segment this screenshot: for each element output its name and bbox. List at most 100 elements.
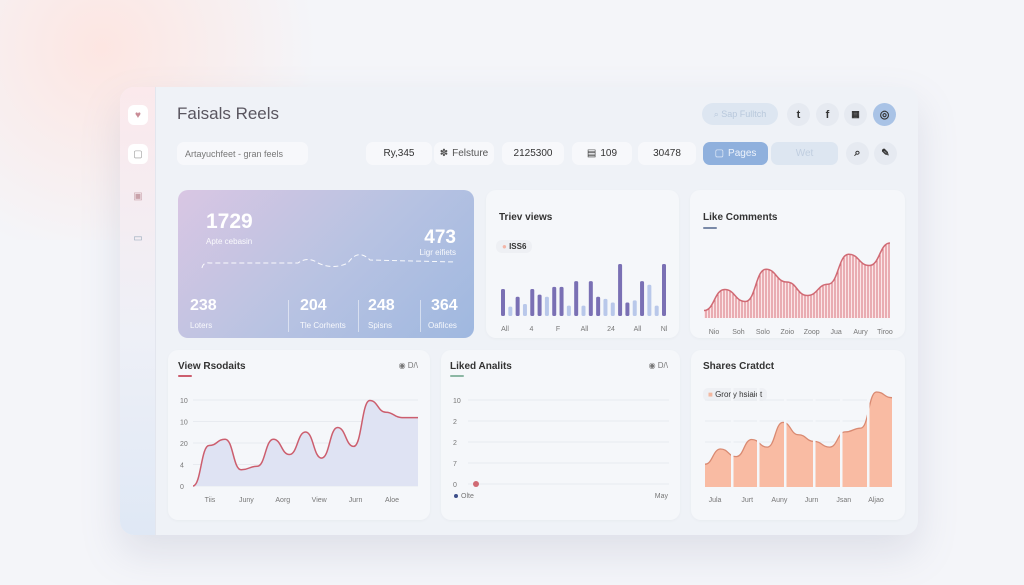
period-toggle[interactable]: ◉ D/\ (648, 361, 668, 370)
x-tick-label: May (655, 493, 669, 500)
period-label: D/\ (657, 361, 668, 370)
x-tick-label: Nl (661, 326, 668, 333)
legend-label: Olte (461, 493, 474, 500)
bar-gap (867, 380, 870, 488)
bar (515, 296, 520, 316)
bar (522, 304, 527, 316)
bar (501, 288, 505, 316)
summary-card: 1729 Apte cebasin 473 Ligr eifiets 238 L… (178, 190, 474, 338)
x-tick-label: Solo (756, 329, 770, 336)
area-fill (704, 243, 890, 318)
stat-value: 204 (300, 297, 327, 314)
bar (552, 286, 557, 316)
liked-analytics-chart: 10 2 2 7 0 Olte May (453, 398, 669, 500)
stat-value: 364 (431, 297, 458, 314)
period-label: D/\ (407, 361, 418, 370)
sidebar-chat-icon[interactable]: ▭ (133, 232, 143, 244)
bar (530, 288, 535, 316)
data-point (473, 481, 479, 487)
divider (420, 300, 421, 332)
bar (632, 300, 637, 316)
bar (654, 305, 659, 316)
y-tick-label: 0 (453, 482, 457, 489)
x-tick-label: F (556, 326, 560, 333)
y-tick-label: 10 (180, 420, 188, 427)
y-tick-label: 20 (180, 441, 188, 448)
x-tick-label: Zoop (804, 329, 820, 336)
wet-label: Wet (795, 148, 814, 159)
search-icon[interactable]: ⌕ (846, 142, 869, 165)
stat-value: 248 (368, 297, 395, 314)
bar (544, 296, 549, 316)
bar (596, 296, 601, 316)
side-value: 473 (424, 227, 456, 248)
facebook-icon[interactable]: f (816, 103, 839, 126)
stat-chip[interactable]: ▤ 109 (572, 142, 632, 165)
x-tick-label: Jula (709, 497, 722, 504)
view-results-card: View Rsodaits ◉ D/\ 10 10 20 4 0 Tiis Juny Aorg… (168, 350, 430, 520)
x-tick-label: Auny (771, 497, 787, 504)
sidebar-inbox-icon[interactable]: ▢ (128, 144, 148, 164)
stat-label: Spisns (368, 321, 393, 330)
search-input[interactable]: ⌕ Sap Fulltch (702, 103, 778, 125)
card-title: View Rsodaits (178, 361, 246, 372)
title-underline (178, 375, 192, 377)
sidebar-save-icon[interactable]: ▣ (133, 190, 143, 202)
bar-gap (731, 380, 734, 488)
chip-label: Felsture (452, 148, 489, 159)
x-tick-label: Soh (732, 329, 745, 336)
stat-chip[interactable]: Ry,345 (366, 142, 432, 165)
square-icon: ▢ (714, 148, 725, 159)
card-title: Shares Cratdct (703, 361, 775, 372)
x-tick-label: Tiroo (877, 329, 893, 336)
shares-card: Shares Cratdct ■ Grony hsiaiot Jula Jurt A… (691, 350, 905, 520)
title-underline (703, 227, 717, 229)
bar (566, 305, 571, 316)
stat-label: Tle Corhents (300, 321, 346, 330)
pages-button[interactable]: ▢ Pages (703, 142, 768, 165)
bar (508, 306, 513, 316)
x-tick-label: Juny (239, 497, 254, 504)
likes-area-chart: Nio Soh Solo Zoio Zoop Jua Aury Tiroo (703, 242, 893, 336)
x-tick-label: All (501, 326, 509, 333)
period-toggle[interactable]: ◉ D/\ (398, 361, 418, 370)
dashboard-window: ♥ ▢ ▣ ▭ Faisals Reels ⌕ Sap Fulltch t f … (120, 87, 918, 535)
y-tick-label: 0 (180, 484, 184, 491)
area-line (192, 399, 418, 487)
x-tick-label: All (581, 326, 589, 333)
divider (358, 300, 359, 332)
calendar-icon[interactable]: ▦ (844, 103, 867, 126)
wet-button[interactable]: Wet (771, 142, 838, 165)
twitter-icon[interactable]: t (787, 103, 810, 126)
legend-dot (454, 494, 458, 498)
x-tick-label: Jurt (741, 497, 753, 504)
bar (537, 294, 542, 316)
sidebar-shield-icon[interactable]: ♥ (128, 105, 148, 125)
stat-chip[interactable]: 2125300 (502, 142, 564, 165)
filter-input[interactable]: Artayuchfeet - gran feels (177, 142, 308, 165)
bar (662, 264, 666, 316)
title-underline (450, 375, 464, 377)
bar (625, 302, 630, 316)
bar (610, 302, 615, 316)
x-tick-label: Aljao (868, 497, 884, 504)
instagram-icon[interactable]: ◎ (873, 103, 896, 126)
stat-label: Oafilces (428, 321, 457, 330)
edit-icon[interactable]: ✎ (874, 142, 897, 165)
stat-chip[interactable]: ✽ Felsture (434, 142, 494, 165)
legend-badge: ● ISS6 (496, 240, 533, 253)
y-tick-label: 7 (453, 461, 457, 468)
view-results-chart: 10 10 20 4 0 Tiis Juny Aorg View Jurn Aloe (180, 398, 418, 504)
stat-chip[interactable]: 30478 (638, 142, 696, 165)
legend-label: ISS6 (509, 242, 527, 251)
bar-gap (840, 380, 843, 488)
y-tick-label: 4 (180, 463, 184, 470)
search-icon: ⌕ (713, 108, 722, 119)
x-tick-label: 4 (530, 326, 534, 333)
y-tick-label: 10 (453, 398, 461, 405)
card-title: Triev views (499, 212, 553, 223)
x-tick-label: Jua (830, 329, 841, 336)
y-tick-label: 10 (180, 398, 188, 405)
liked-analytics-card: Liked Analits ◉ D/\ 10 2 2 7 0 Olte May (441, 350, 680, 520)
likes-card: Like Comments Nio Soh Solo Zoio Zoop Jua Aury T… (690, 190, 905, 338)
